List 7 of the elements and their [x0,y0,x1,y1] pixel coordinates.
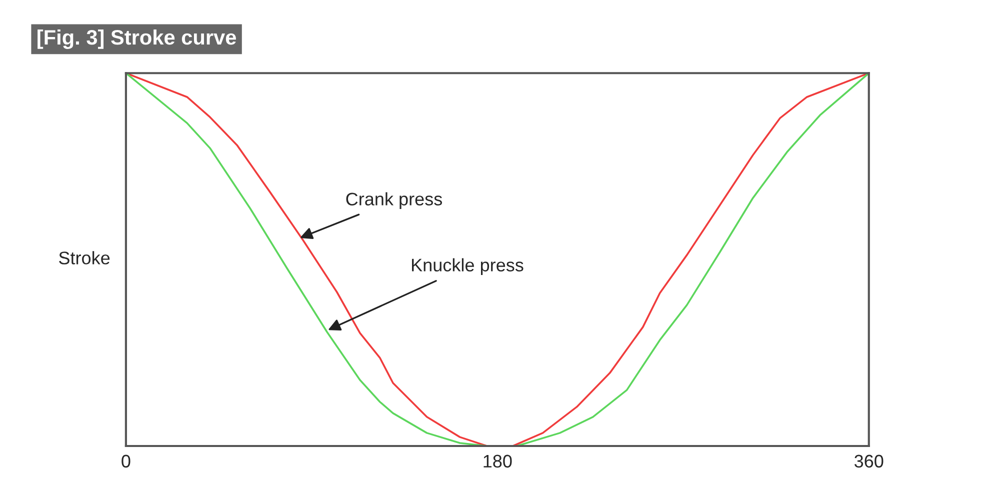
y-axis-title: Stroke [59,251,110,264]
annotation: Knuckle press [412,258,524,276]
x-tick-label: 0 [122,454,130,468]
x-tick-label: 360 [854,454,884,468]
chart-title: [Fig. 3] Stroke curve [38,29,236,49]
x-tick-label: 180 [484,454,512,468]
annotation: Crank press [346,192,442,210]
